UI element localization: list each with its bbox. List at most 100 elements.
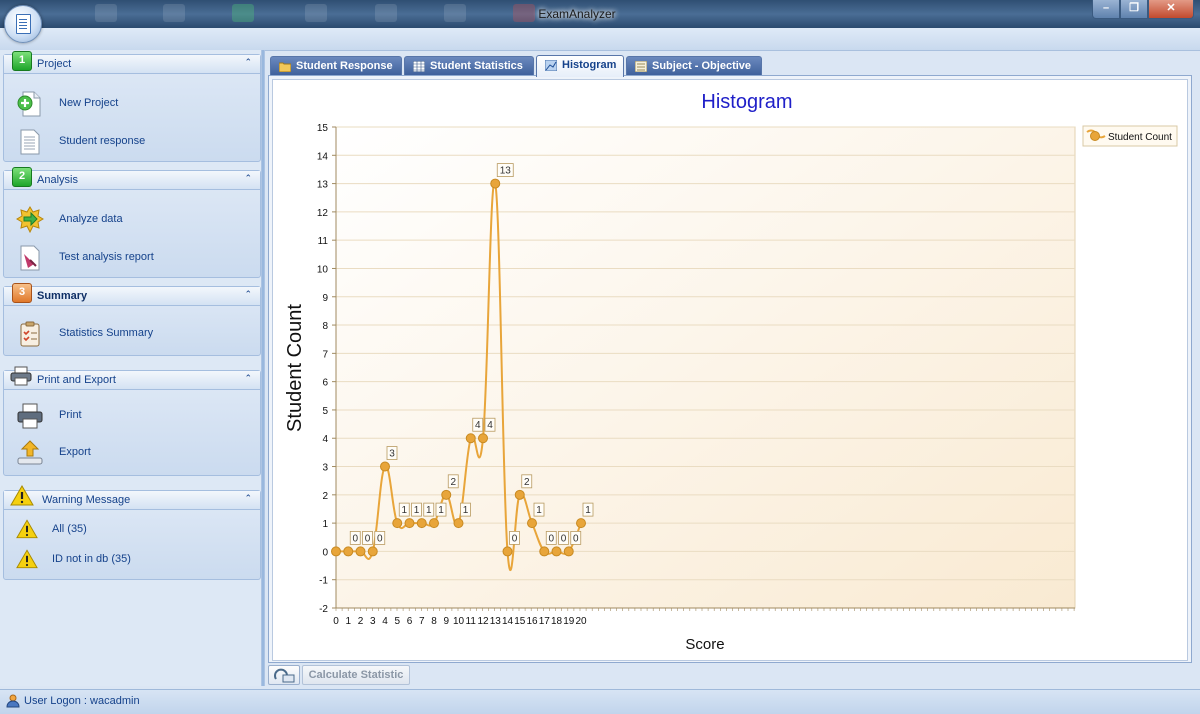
tab-subject-objective[interactable]: Subject - Objective xyxy=(626,56,762,76)
group-header-analysis[interactable]: 2 Analysis ⌃ xyxy=(4,167,260,190)
nav-item-warning-id-not-in-db[interactable]: ID not in db (35) xyxy=(16,544,251,574)
data-label-box xyxy=(521,474,533,489)
y-tick-label: 7 xyxy=(322,349,328,360)
printer-icon xyxy=(10,366,32,386)
data-label: 2 xyxy=(450,477,456,488)
chart-icon xyxy=(545,60,557,71)
data-label: 1 xyxy=(401,505,407,516)
data-label-box xyxy=(349,531,361,545)
nav-item-warning-all[interactable]: All (35) xyxy=(16,514,251,544)
tab-label: Student Response xyxy=(296,60,393,72)
calculate-statistic-button[interactable]: Calculate Statistic xyxy=(302,665,410,685)
data-label: 0 xyxy=(365,533,371,544)
y-tick-label: 9 xyxy=(322,293,328,304)
data-point xyxy=(416,518,427,529)
x-tick-label: 8 xyxy=(431,616,437,627)
y-tick-label: 1 xyxy=(322,519,328,530)
bottom-toolbar: Calculate Statistic xyxy=(268,662,1190,686)
data-point xyxy=(563,546,574,557)
data-point xyxy=(478,433,488,444)
data-points xyxy=(331,178,586,557)
document-icon xyxy=(20,129,40,155)
tab-student-response[interactable]: Student Response xyxy=(270,56,402,76)
data-point xyxy=(404,518,415,529)
x-tick-label: 12 xyxy=(477,616,489,627)
tab-label: Student Statistics xyxy=(430,60,523,72)
data-label-box xyxy=(472,417,484,432)
nav-item-label: Export xyxy=(59,446,91,458)
taskbar-ghost-icon xyxy=(513,4,535,22)
data-point xyxy=(527,518,537,529)
close-button[interactable]: ✕ xyxy=(1148,0,1194,19)
tab-histogram[interactable]: Histogram xyxy=(536,55,624,77)
y-tick-label: 8 xyxy=(322,321,328,332)
collapse-icon[interactable]: ⌃ xyxy=(244,289,252,299)
x-tick-label: 2 xyxy=(358,616,364,627)
collapse-icon[interactable]: ⌃ xyxy=(244,57,252,67)
collapse-icon[interactable]: ⌃ xyxy=(244,373,252,383)
y-tick-label: 13 xyxy=(317,180,329,191)
nav-item-export[interactable]: Export xyxy=(16,437,251,467)
group-label: Analysis xyxy=(37,174,78,186)
nav-item-label: Student response xyxy=(59,135,146,147)
report-icon xyxy=(20,245,40,271)
group-header-print-export[interactable]: Print and Export ⌃ xyxy=(4,366,260,390)
legend: Student Count xyxy=(1082,125,1178,147)
collapse-icon[interactable]: ⌃ xyxy=(244,173,252,183)
data-label: 4 xyxy=(487,420,493,431)
y-tick-label: 11 xyxy=(318,236,329,247)
x-tick-label: 3 xyxy=(370,616,376,627)
group-header-project[interactable]: 1 Project ⌃ xyxy=(4,51,260,74)
data-point xyxy=(576,518,586,529)
group-print-export: Print and Export ⌃ Print Export xyxy=(3,366,261,476)
data-label: 0 xyxy=(512,533,518,544)
panel-splitter[interactable] xyxy=(261,50,265,686)
data-point xyxy=(502,546,513,557)
x-tick-label: 18 xyxy=(551,616,563,627)
data-label: 2 xyxy=(524,477,530,488)
window-controls: – ❐ ✕ xyxy=(1092,0,1194,19)
data-label-box xyxy=(558,531,569,545)
data-label: 4 xyxy=(475,420,481,431)
window-title: ExamAnalyzer xyxy=(538,7,616,21)
y-tick-label: 14 xyxy=(317,151,329,162)
data-point xyxy=(490,178,501,189)
data-label-box xyxy=(386,446,398,460)
data-label-box xyxy=(484,417,496,432)
restore-button[interactable]: ❐ xyxy=(1120,0,1148,19)
calculate-icon-button[interactable] xyxy=(268,665,300,685)
group-label: Print and Export xyxy=(37,374,116,386)
data-point xyxy=(429,518,439,529)
ribbon-bar xyxy=(0,28,1200,51)
application-menu-button[interactable] xyxy=(4,5,42,43)
chart-title: Histogram xyxy=(701,91,792,113)
nav-item-label: New Project xyxy=(59,97,119,109)
title-bar: ExamAnalyzer – ❐ ✕ xyxy=(0,0,1200,28)
collapse-icon[interactable]: ⌃ xyxy=(244,493,252,503)
tab-student-statistics[interactable]: Student Statistics xyxy=(404,56,534,76)
group-label: Summary xyxy=(37,290,88,302)
data-point xyxy=(331,546,341,557)
tab-label: Subject - Objective xyxy=(652,60,752,72)
nav-item-test-analysis-report[interactable]: Test analysis report xyxy=(16,242,251,272)
group-header-summary[interactable]: 3 Summary ⌃ xyxy=(4,283,260,306)
nav-item-print[interactable]: Print xyxy=(16,400,251,430)
user-icon xyxy=(6,694,20,708)
data-label-box xyxy=(509,531,520,545)
x-tick-label: 17 xyxy=(539,616,551,627)
nav-item-student-response[interactable]: Student response xyxy=(16,126,251,156)
x-tick-label: 6 xyxy=(407,616,413,627)
nav-item-statistics-summary[interactable]: Statistics Summary xyxy=(16,318,251,348)
nav-item-new-project[interactable]: New Project xyxy=(16,88,251,118)
x-tick-label: 4 xyxy=(382,616,388,627)
nav-item-analyze-data[interactable]: Analyze data xyxy=(16,204,251,234)
x-tick-label: 9 xyxy=(443,616,449,627)
x-tick-label: 16 xyxy=(526,616,538,627)
minimize-button[interactable]: – xyxy=(1092,0,1120,19)
navigation-panel: 1 Project ⌃ New Project Student response… xyxy=(0,50,261,686)
group-label: Project xyxy=(37,58,72,70)
group-header-warning-message[interactable]: Warning Message ⌃ xyxy=(4,485,260,510)
x-tick-label: 0 xyxy=(333,616,339,627)
nav-item-label: Test analysis report xyxy=(59,251,154,263)
nav-item-label: Print xyxy=(59,409,82,421)
